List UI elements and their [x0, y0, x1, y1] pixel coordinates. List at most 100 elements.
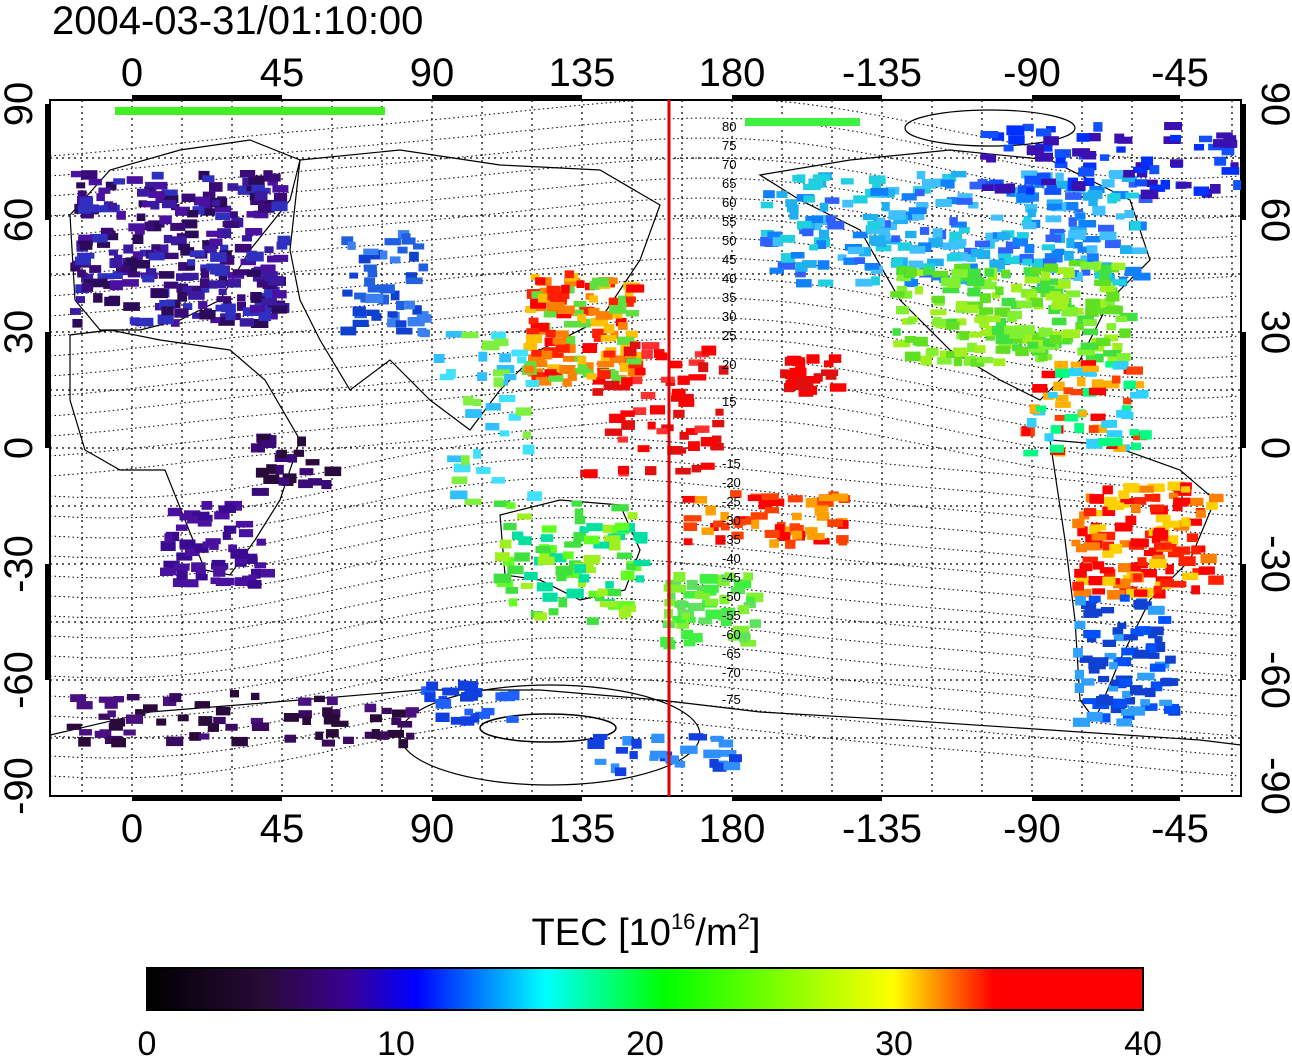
tec-cell [697, 585, 710, 594]
tec-cell [891, 235, 901, 242]
tec-cell [192, 206, 205, 215]
tec-cell [566, 569, 583, 578]
tec-cell [514, 552, 530, 562]
tec-cell [1170, 159, 1184, 167]
tec-cell [700, 462, 715, 470]
tec-cell [278, 477, 290, 486]
tec-cell [367, 284, 384, 293]
tec-cell [953, 347, 968, 357]
tec-cell [631, 738, 642, 746]
frame-tick-bar [1241, 564, 1246, 680]
tec-cell [248, 574, 257, 583]
tec-cell [1119, 328, 1131, 338]
tec-cell [460, 695, 474, 702]
tec-cell [584, 561, 594, 568]
tec-cell [946, 321, 960, 330]
tec-cell [688, 374, 707, 381]
tec-cell [577, 364, 588, 373]
tec-cell [150, 201, 160, 210]
tec-cell [284, 734, 297, 743]
tec-cell [1088, 132, 1101, 142]
tec-cell [964, 247, 978, 255]
tec-cell [1122, 574, 1136, 583]
tec-cell [100, 227, 114, 235]
tec-cell [673, 409, 685, 418]
tec-cell [1119, 594, 1130, 602]
tec-cell [159, 299, 176, 309]
tec-cell [268, 276, 284, 286]
tec-cell [678, 398, 695, 407]
tec-cell [160, 541, 176, 551]
tec-cell [1022, 222, 1037, 230]
tec-cell [633, 559, 651, 567]
tec-cell [674, 761, 686, 768]
tec-cell [503, 523, 517, 531]
tec-cell [213, 716, 226, 725]
tec-cell [167, 507, 182, 517]
tec-cell [1173, 497, 1191, 505]
tec-cell [536, 582, 553, 592]
tec-cell [1035, 152, 1053, 162]
tec-cell [1096, 696, 1114, 706]
tec-cell [1082, 236, 1101, 243]
tec-cell [193, 196, 211, 206]
tec-cell [1125, 515, 1137, 526]
tec-cell [113, 178, 126, 185]
tec-cell [1110, 679, 1119, 687]
tec-cell [1063, 387, 1074, 395]
tec-cell [148, 252, 165, 261]
contour-label: -25 [722, 494, 741, 509]
tec-cell [1045, 291, 1061, 301]
tec-cell [1180, 482, 1192, 490]
tec-cell [371, 729, 380, 739]
tec-cell [1186, 518, 1202, 526]
contour-label: -65 [722, 646, 741, 661]
tec-cell [1029, 404, 1041, 414]
tec-cell [461, 455, 470, 466]
contour-label: -40 [722, 551, 741, 566]
tec-cell [1214, 156, 1227, 166]
tec-cell [179, 539, 196, 549]
tec-cell [1055, 401, 1071, 408]
contour-line [50, 617, 1239, 679]
tec-cell [712, 574, 728, 584]
tec-cell [1083, 629, 1101, 639]
tec-cell [81, 283, 94, 292]
tec-cell [246, 269, 261, 277]
tec-cell [132, 234, 144, 244]
tec-cell [783, 383, 795, 393]
tec-cell [144, 187, 154, 195]
tec-cell [80, 210, 94, 219]
tec-cell [232, 269, 251, 276]
tec-cell [218, 505, 236, 513]
tec-cell [396, 327, 413, 335]
tec-cell [995, 345, 1011, 354]
tec-cell [855, 278, 873, 287]
tec-cell [1104, 239, 1121, 249]
tec-cell [1213, 139, 1228, 148]
tec-cell [1044, 253, 1063, 263]
contour-label: 40 [722, 271, 736, 286]
tec-cell [770, 498, 785, 507]
tec-cell [622, 736, 632, 746]
tec-cell [971, 248, 984, 258]
tec-cell [115, 264, 130, 273]
tec-cell [258, 203, 274, 213]
tec-cell [1091, 657, 1109, 667]
tec-cell [231, 313, 241, 320]
tec-cell [161, 199, 176, 209]
tec-cell [1216, 132, 1233, 139]
tec-cell [1072, 581, 1084, 591]
tec-cell [1089, 494, 1104, 504]
tec-cell [942, 174, 957, 182]
tec-cell [93, 293, 103, 303]
contour-line [50, 257, 1239, 319]
tec-cell [481, 340, 500, 351]
lat-label: 0 [0, 437, 41, 459]
tec-cell [378, 294, 389, 305]
tec-cell [496, 365, 515, 374]
colorbar: TEC [1016/m2] 0 10 20 30 40 [138, 909, 1162, 1057]
tec-cell [803, 195, 816, 203]
tec-cell [1112, 343, 1123, 353]
lat-label: 90 [0, 82, 41, 127]
